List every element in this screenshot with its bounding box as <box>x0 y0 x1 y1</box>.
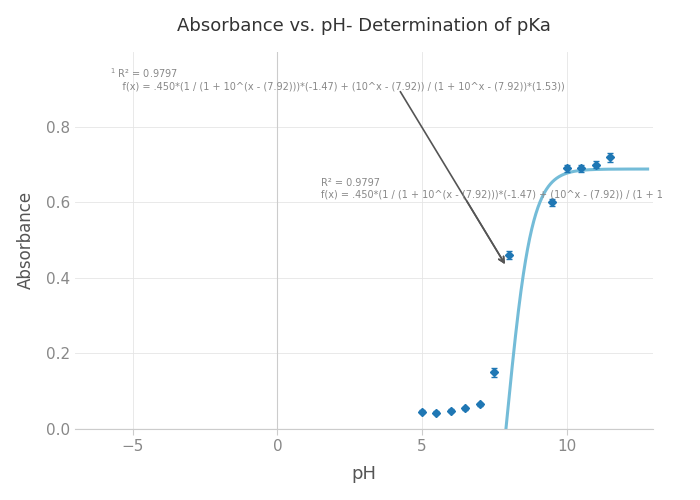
X-axis label: pH: pH <box>351 466 377 483</box>
Text: $^{1}$ R² = 0.9797
    f(x) = .450*(1 / (1 + 10^(x - (7.92)))*(-1.47) + (10^x - : $^{1}$ R² = 0.9797 f(x) = .450*(1 / (1 +… <box>110 66 564 92</box>
Y-axis label: Absorbance: Absorbance <box>17 191 35 289</box>
Title: Absorbance vs. pH- Determination of pKa: Absorbance vs. pH- Determination of pKa <box>177 16 551 34</box>
Text: R² = 0.9797
f(x) = .450*(1 / (1 + 10^(x - (7.92)))*(-1.47) + (10^x - (7.92)) / (: R² = 0.9797 f(x) = .450*(1 / (1 + 10^(x … <box>321 178 663 200</box>
